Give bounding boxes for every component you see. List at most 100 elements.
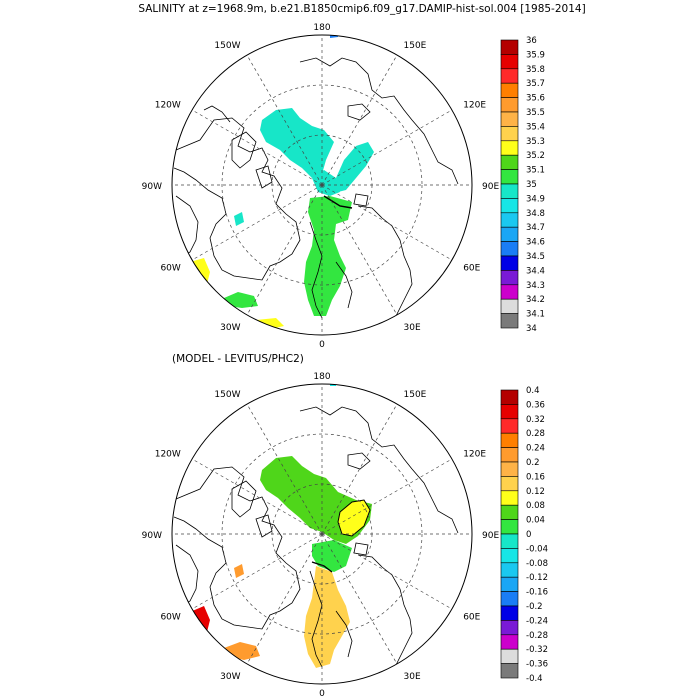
colorbar-tick-label: 0.32 xyxy=(526,415,545,425)
colorbar-swatch xyxy=(500,39,519,55)
colorbar-swatch xyxy=(500,504,519,520)
diff-longitude-labels: 180 150E 120E 90E 60E 30E 0 30W 60W 90W 120W 150W xyxy=(142,372,500,699)
region-canadian-basin-east xyxy=(336,142,374,192)
colorbar-swatch xyxy=(500,82,519,98)
region-canadian-basin xyxy=(260,108,334,178)
colorbar-tick-label: 0 xyxy=(526,530,531,540)
colorbar-swatch xyxy=(500,519,519,535)
colorbar-swatch xyxy=(500,591,519,607)
colorbar-tick-label: 0.08 xyxy=(526,501,545,511)
colorbar-swatch xyxy=(500,68,519,84)
colorbar-swatch xyxy=(500,169,519,185)
colorbar-tick-label: -0.36 xyxy=(526,660,548,670)
longitude-label: 90E xyxy=(482,182,499,192)
colorbar-tick-label: 34.2 xyxy=(526,295,545,305)
colorbar-tick-label: -0.16 xyxy=(526,588,548,598)
diff-region-small-orange xyxy=(234,564,244,578)
colorbar-tick-label: 34.3 xyxy=(526,281,545,291)
colorbar-swatch xyxy=(500,562,519,578)
diff-region-north-atlantic xyxy=(224,642,260,660)
salinity-map-panel: 180 150E 120E 90E 60E 30E 0 30W 60W 90W 120W 150W 3… xyxy=(142,23,545,350)
colorbar-tick-label: 35.6 xyxy=(526,94,545,104)
colorbar-swatch xyxy=(500,212,519,228)
region-canadian-basin-mid xyxy=(312,170,340,196)
longitude-label: 90W xyxy=(142,182,162,192)
longitude-label: 150E xyxy=(404,390,427,400)
colorbar-swatch xyxy=(500,284,519,300)
longitude-label: 180 xyxy=(313,23,330,33)
colorbar-swatch xyxy=(500,432,519,448)
longitude-labels: 180 150E 120E 90E 60E 30E 0 30W 60W 90W 120W 150W xyxy=(142,23,500,350)
salinity-colorbar: 36 35.9 35.8 35.7 35.6 35.5 35.4 35.3 35.2 35.1 35… xyxy=(500,36,545,334)
colorbar-tick-label: 35.3 xyxy=(526,137,545,147)
longitude-label: 90E xyxy=(482,531,499,541)
colorbar-tick-label: 35.1 xyxy=(526,166,545,176)
region-eurasian-basin xyxy=(304,196,352,316)
colorbar-swatch xyxy=(500,154,519,170)
colorbar-tick-label: 0.12 xyxy=(526,487,545,497)
longitude-label: 60W xyxy=(160,613,180,623)
colorbar-swatch xyxy=(500,548,519,564)
colorbar-tick-label: 34.4 xyxy=(526,266,545,276)
difference-map xyxy=(171,383,473,685)
colorbar-tick-label: 35.8 xyxy=(526,65,545,75)
colorbar-tick-label: 0.28 xyxy=(526,429,545,439)
diff-graticule xyxy=(172,384,472,684)
colorbar-swatch xyxy=(500,54,519,70)
longitude-label: 30E xyxy=(404,672,421,682)
longitude-label: 90W xyxy=(142,531,162,541)
longitude-label: 120E xyxy=(463,101,486,111)
longitude-label: 120E xyxy=(463,450,486,460)
colorbar-swatch xyxy=(500,298,519,314)
longitude-label: 150E xyxy=(404,41,427,51)
colorbar-swatch xyxy=(500,198,519,214)
colorbar-tick-label: 34.9 xyxy=(526,194,545,204)
longitude-label: 60W xyxy=(160,264,180,274)
colorbar-tick-label: -0.04 xyxy=(526,544,548,554)
colorbar-swatch xyxy=(500,620,519,636)
difference-map-panel: (MODEL - LEVITUS/PHC2) xyxy=(142,353,548,699)
diff-coastlines xyxy=(173,406,459,668)
region-bering xyxy=(330,35,338,38)
colorbar-swatch xyxy=(500,111,519,127)
colorbar-tick-label: 35.5 xyxy=(526,108,545,118)
colorbar-swatch xyxy=(500,490,519,506)
colorbar-tick-label: 34.5 xyxy=(526,252,545,262)
colorbar-tick-label: 35.7 xyxy=(526,79,545,89)
longitude-label: 30E xyxy=(404,323,421,333)
longitude-label: 180 xyxy=(313,372,330,382)
region-small-cyan xyxy=(234,212,244,226)
colorbar-tick-label: -0.12 xyxy=(526,573,548,583)
colorbar-swatch xyxy=(500,226,519,242)
colorbar-tick-label: 36 xyxy=(526,36,537,46)
longitude-label: 0 xyxy=(319,689,325,699)
longitude-label: 60E xyxy=(463,264,480,274)
colorbar-tick-label: 34 xyxy=(526,324,537,334)
longitude-label: 150W xyxy=(214,41,240,51)
longitude-label: 30W xyxy=(220,323,240,333)
colorbar-swatch xyxy=(500,241,519,257)
colorbar-tick-label: 0.04 xyxy=(526,516,545,526)
longitude-label: 0 xyxy=(319,340,325,350)
colorbar-tick-label: -0.2 xyxy=(526,602,543,612)
colorbar-tick-label: 35.4 xyxy=(526,122,545,132)
colorbar-swatch xyxy=(500,533,519,549)
colorbar-tick-label: 0.16 xyxy=(526,472,545,482)
colorbar-swatch xyxy=(500,576,519,592)
colorbar-swatch xyxy=(500,140,519,156)
longitude-label: 150W xyxy=(214,390,240,400)
colorbar-tick-label: 34.1 xyxy=(526,310,545,320)
colorbar-tick-label: -0.4 xyxy=(526,674,543,684)
colorbar-tick-label: 35 xyxy=(526,180,537,190)
longitude-label: 120W xyxy=(155,450,181,460)
colorbar-tick-label: 34.8 xyxy=(526,209,545,219)
colorbar-tick-label: -0.24 xyxy=(526,616,548,626)
colorbar-tick-label: 35.2 xyxy=(526,151,545,161)
colorbar-swatch xyxy=(500,313,519,329)
colorbar-swatch xyxy=(500,634,519,650)
salinity-map xyxy=(171,34,473,336)
colorbar-swatch xyxy=(500,255,519,271)
map-boundary xyxy=(171,34,473,336)
longitude-label: 30W xyxy=(220,672,240,682)
